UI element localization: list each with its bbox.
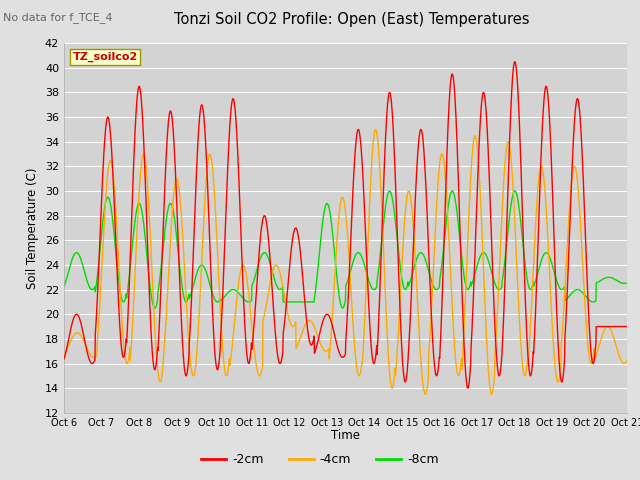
X-axis label: Time: Time (331, 429, 360, 442)
Text: TZ_soilco2: TZ_soilco2 (72, 52, 138, 62)
Y-axis label: Soil Temperature (C): Soil Temperature (C) (26, 167, 39, 289)
Text: Tonzi Soil CO2 Profile: Open (East) Temperatures: Tonzi Soil CO2 Profile: Open (East) Temp… (174, 12, 530, 27)
Text: No data for f_TCE_4: No data for f_TCE_4 (3, 12, 113, 23)
Legend: -2cm, -4cm, -8cm: -2cm, -4cm, -8cm (196, 448, 444, 471)
